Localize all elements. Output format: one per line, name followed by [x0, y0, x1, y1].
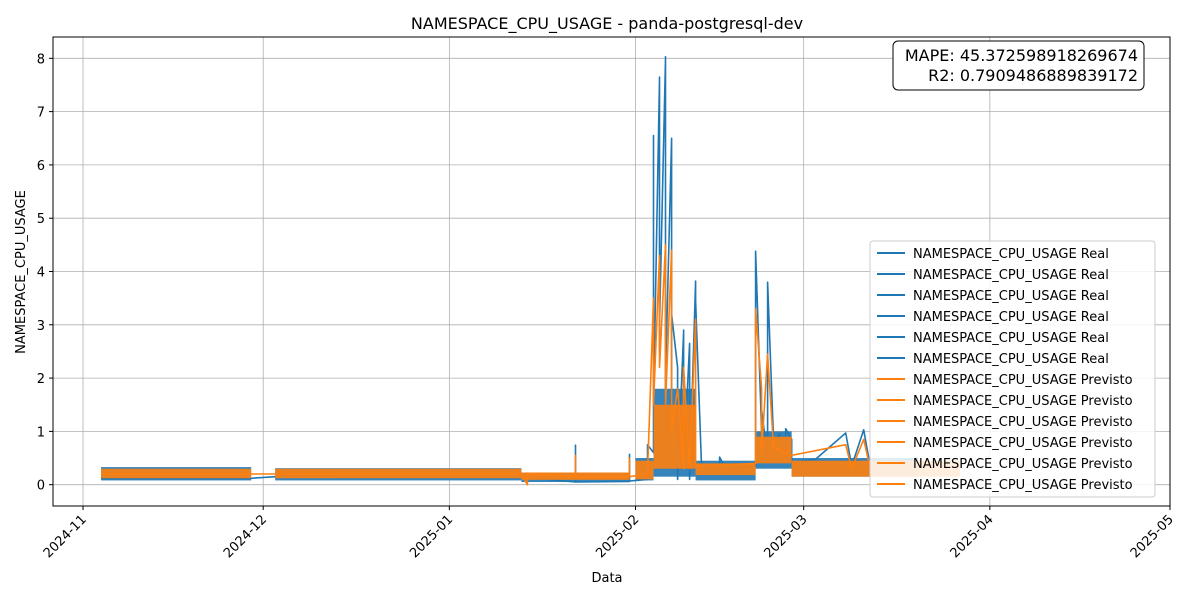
legend-item: NAMESPACE_CPU_USAGE Previsto — [877, 415, 1133, 430]
legend-label: NAMESPACE_CPU_USAGE Real — [913, 247, 1109, 262]
legend-label: NAMESPACE_CPU_USAGE Real — [913, 268, 1109, 283]
series-band — [636, 461, 654, 480]
y-tick-label: 0 — [37, 479, 45, 494]
y-tick-label: 3 — [37, 319, 45, 334]
x-axis-label: Data — [591, 571, 622, 586]
y-tick-label: 5 — [37, 212, 45, 227]
legend-label: NAMESPACE_CPU_USAGE Previsto — [913, 394, 1133, 409]
y-tick-label: 1 — [37, 425, 45, 440]
legend-label: NAMESPACE_CPU_USAGE Real — [913, 310, 1109, 325]
mape-text: MAPE: 45.372598918269674 — [905, 46, 1138, 65]
r2-text: R2: 0.7909486889839172 — [928, 66, 1138, 85]
legend-label: NAMESPACE_CPU_USAGE Real — [913, 289, 1109, 304]
legend-item: NAMESPACE_CPU_USAGE Previsto — [877, 373, 1133, 388]
y-tick-label: 8 — [37, 52, 45, 67]
legend-label: NAMESPACE_CPU_USAGE Previsto — [913, 415, 1133, 430]
chart-title: NAMESPACE_CPU_USAGE - panda-postgresql-d… — [411, 14, 803, 34]
y-tick-label: 2 — [37, 372, 45, 387]
legend-label: NAMESPACE_CPU_USAGE Real — [913, 331, 1109, 346]
y-tick-label: 7 — [37, 106, 45, 121]
legend: NAMESPACE_CPU_USAGE Real NAMESPACE_CPU_US… — [870, 241, 1155, 497]
legend-item: NAMESPACE_CPU_USAGE Previsto — [877, 478, 1133, 493]
legend-label: NAMESPACE_CPU_USAGE Previsto — [913, 436, 1133, 451]
legend-label: NAMESPACE_CPU_USAGE Previsto — [913, 457, 1133, 472]
legend-label: NAMESPACE_CPU_USAGE Previsto — [913, 478, 1133, 493]
metrics-box: MAPE: 45.372598918269674 R2: 0.790948688… — [893, 41, 1144, 90]
y-tick-label: 4 — [37, 266, 45, 281]
legend-item: NAMESPACE_CPU_USAGE Previsto — [877, 436, 1133, 451]
legend-item: NAMESPACE_CPU_USAGE Previsto — [877, 457, 1133, 472]
legend-label: NAMESPACE_CPU_USAGE Previsto — [913, 373, 1133, 388]
legend-label: NAMESPACE_CPU_USAGE Real — [913, 352, 1109, 367]
y-axis-label: NAMESPACE_CPU_USAGE — [14, 190, 29, 354]
legend-item: NAMESPACE_CPU_USAGE Previsto — [877, 394, 1133, 409]
y-tick-label: 6 — [37, 159, 45, 174]
